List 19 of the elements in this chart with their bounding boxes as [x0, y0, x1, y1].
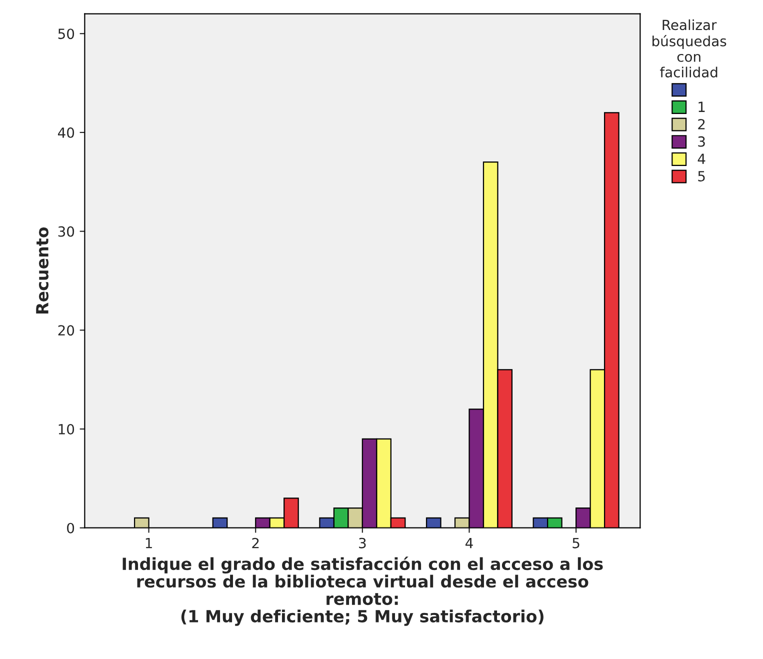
y-tick-label: 0: [67, 522, 74, 534]
x-tick-label: 3: [359, 538, 366, 548]
legend-label: 2: [698, 118, 705, 130]
legend-label: 4: [698, 154, 706, 164]
x-tick-label: 4: [466, 538, 473, 548]
y-tick-label: 20: [58, 325, 74, 336]
y-tick-label: 10: [58, 424, 74, 434]
legend-title: Realizar búsquedas con facilidad: [652, 19, 726, 78]
legend-label: 1: [698, 102, 705, 112]
y-tick-label: 30: [58, 226, 74, 237]
legend-label: 3: [698, 136, 705, 147]
x-axis-title: Indique el grado de satisfacción con el acceso a los recursos de la biblioteca virtual desde el acceso remoto: (1 Muy deficiente; 5 Muy satisfactorio): [122, 556, 603, 626]
y-tick-label: 50: [58, 28, 74, 40]
y-axis-title: Recuento: [36, 227, 49, 314]
x-tick-label: 1: [146, 538, 152, 548]
y-tick-label: 40: [58, 127, 74, 138]
x-tick-label: 5: [572, 538, 580, 548]
legend-label: 5: [698, 171, 705, 182]
x-tick-label: 2: [252, 538, 259, 548]
